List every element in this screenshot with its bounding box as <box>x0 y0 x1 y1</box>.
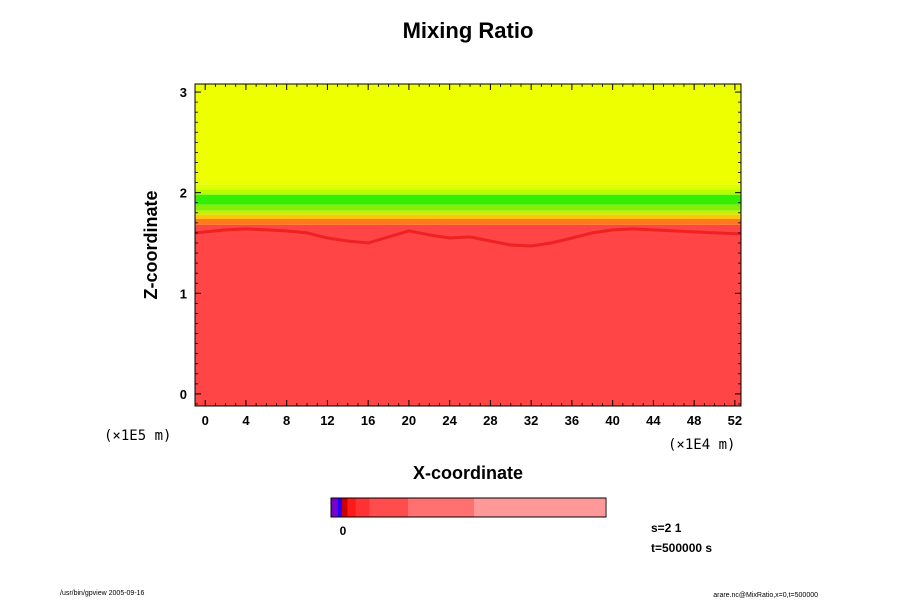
interface-contour <box>195 227 741 248</box>
contour-layer-5 <box>195 210 741 215</box>
colorbar-segment-7 <box>474 498 606 517</box>
x-tick-label: 4 <box>242 413 250 428</box>
y-tick-label: 3 <box>180 85 187 100</box>
colorbar-label: 0 <box>340 524 347 538</box>
contour-layer-7 <box>195 218 741 225</box>
y-axis-label: Z-coordinate <box>141 190 161 299</box>
y-tick-label: 0 <box>180 387 187 402</box>
x-tick-label: 32 <box>524 413 538 428</box>
plot-frame <box>194 83 742 407</box>
x-tick-label: 12 <box>320 413 334 428</box>
colorbar-segment-3 <box>347 498 357 517</box>
contour-layer-2 <box>195 189 741 195</box>
x-tick-label: 0 <box>202 413 209 428</box>
y-tick-label: 1 <box>180 286 187 301</box>
contour-layer-6 <box>195 214 741 219</box>
x-tick-label: 28 <box>483 413 497 428</box>
x-tick-label: 36 <box>565 413 579 428</box>
colorbar <box>331 498 606 517</box>
contour-layer-1 <box>195 184 741 190</box>
x-tick-label: 52 <box>728 413 742 428</box>
colorbar-segment-1 <box>337 498 343 517</box>
colorbar-segment-2 <box>342 498 348 517</box>
footer-right: arare.nc@MixRatio,x=0,t=500000 <box>713 592 818 599</box>
x-tick-label: 16 <box>361 413 375 428</box>
x-tick-label: 44 <box>646 413 661 428</box>
lower-region <box>195 228 741 406</box>
colorbar-segment-0 <box>331 498 339 517</box>
plot-area <box>195 84 741 406</box>
colorbar-segment-6 <box>408 498 475 517</box>
colorbar-segment-4 <box>355 498 370 517</box>
time-info: t=500000 s <box>651 541 712 555</box>
y-exponent-label: (×1E5 m) <box>104 428 171 444</box>
y-axis-ticks: 0 1 2 3 <box>180 85 741 405</box>
x-tick-label: 8 <box>283 413 290 428</box>
contour-layer-3 <box>195 194 741 205</box>
x-tick-label: 24 <box>442 413 457 428</box>
colorbar-frame <box>330 497 607 518</box>
x-exponent-label: (×1E4 m) <box>668 437 735 453</box>
y-tick-label: 2 <box>180 186 187 201</box>
x-tick-label: 20 <box>402 413 416 428</box>
x-tick-label: 40 <box>605 413 619 428</box>
x-axis-label: X-coordinate <box>413 463 523 483</box>
x-tick-label: 48 <box>687 413 701 428</box>
contour-layers <box>195 84 741 406</box>
footer-left: /usr/bin/gpview 2005-09-16 <box>60 590 145 597</box>
colorbar-segment-5 <box>369 498 409 517</box>
step-info: s=2 1 <box>651 521 682 535</box>
contour-layer-4 <box>195 204 741 211</box>
contour-layer-0 <box>195 84 741 185</box>
x-axis-ticks: 0 4 8 12 16 20 24 28 32 36 40 44 48 52 <box>194 84 742 428</box>
chart-title: Mixing Ratio <box>403 18 534 43</box>
